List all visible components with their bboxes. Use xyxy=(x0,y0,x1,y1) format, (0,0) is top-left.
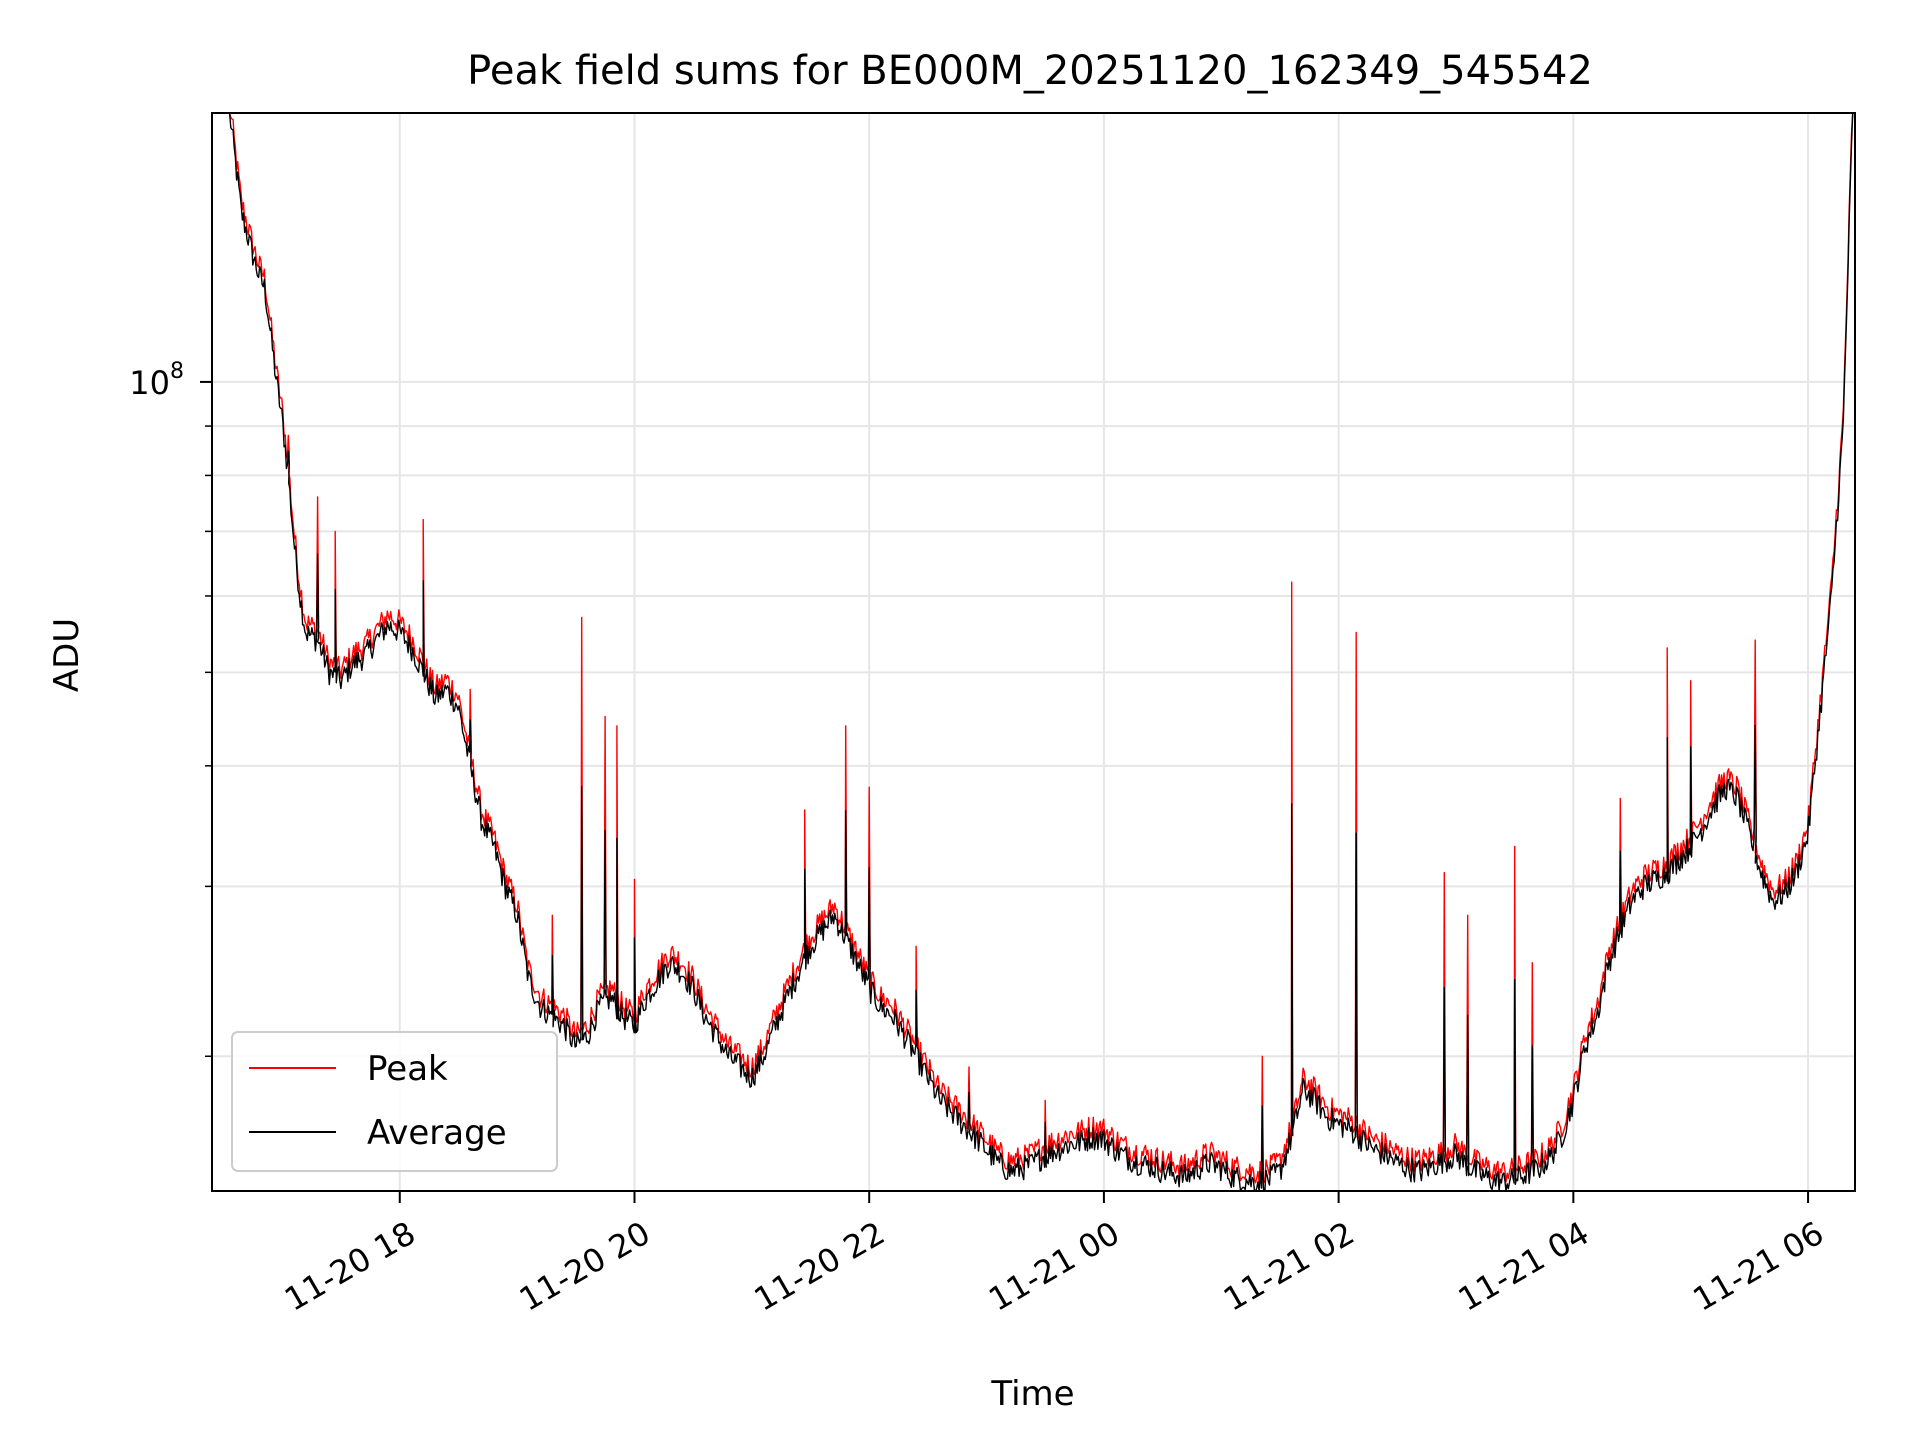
series-lines xyxy=(228,113,1854,1191)
plot-frame xyxy=(211,112,1856,1192)
legend-average-label: Average xyxy=(367,1113,507,1153)
grid xyxy=(212,113,1855,1191)
legend-box xyxy=(231,1031,558,1172)
y-tick-label: 108 xyxy=(129,359,184,402)
legend-peak-label: Peak xyxy=(367,1049,448,1089)
legend: Peak Average xyxy=(231,1031,558,1172)
y-tick-label-base: 10 xyxy=(129,364,170,402)
y-tick-label-exponent: 8 xyxy=(170,359,184,384)
series-average-line xyxy=(228,113,1854,1191)
y-axis-label: ADU xyxy=(47,618,87,692)
x-axis-label: Time xyxy=(990,1374,1074,1414)
chart-title: Peak field sums for BE000M_20251120_1623… xyxy=(467,48,1593,94)
